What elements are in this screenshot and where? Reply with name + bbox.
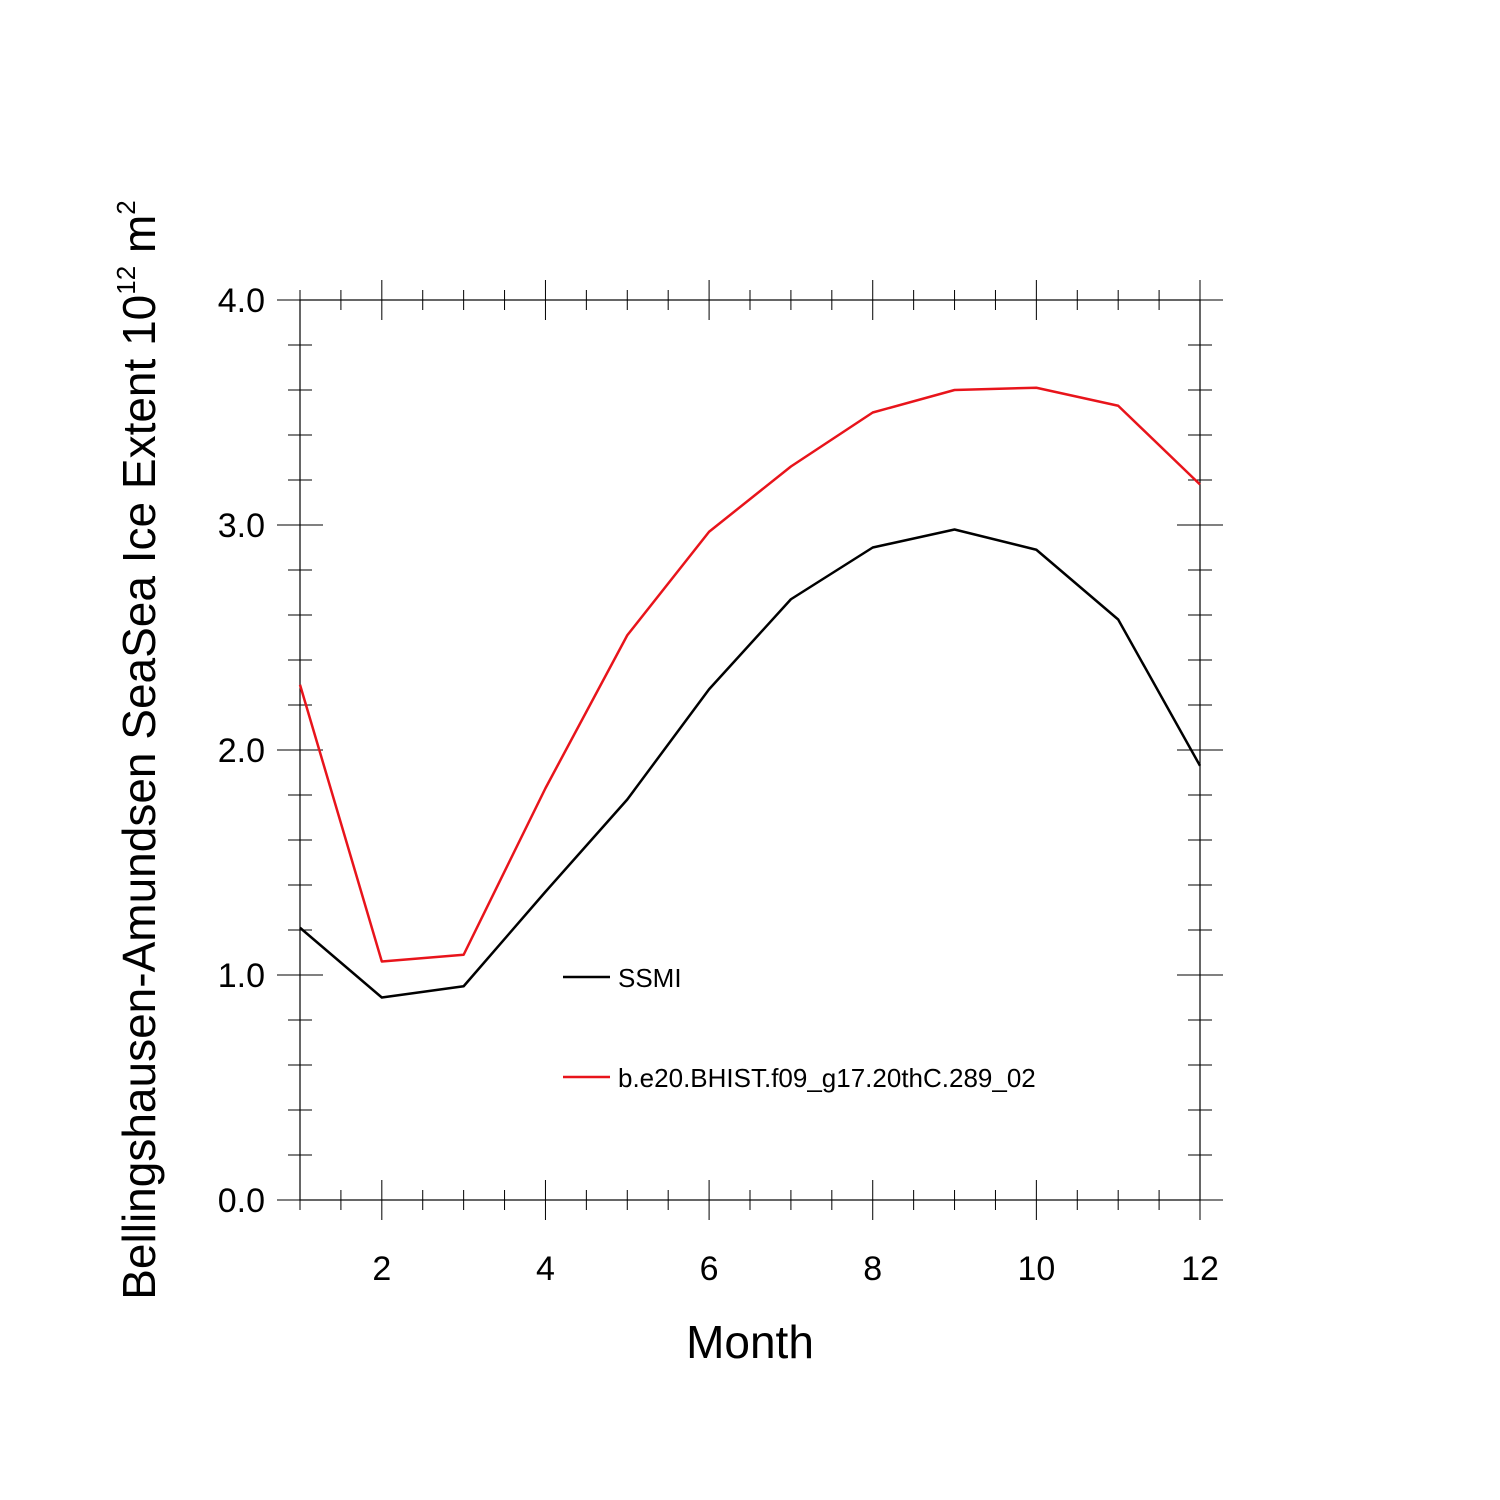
y-tick-label: 2.0: [218, 732, 265, 770]
x-tick-label: 6: [700, 1250, 719, 1288]
y-axis-title-unit: m: [113, 215, 165, 266]
axis-tick-labels: 2 4 6 8 10 12 0.0 1.0 2.0 3.0 4.0: [218, 282, 1219, 1288]
x-tick-label: 10: [1017, 1250, 1055, 1288]
x-tick-label: 8: [863, 1250, 882, 1288]
series-lines: [298, 386, 1202, 999]
x-axis-title: Month: [686, 1316, 814, 1368]
x-tick-label: 4: [536, 1250, 555, 1288]
series-line-ssmi: [299, 528, 1202, 999]
y-tick-label: 4.0: [218, 282, 265, 320]
series-line-model: [298, 386, 1201, 963]
x-tick-label: 2: [372, 1250, 391, 1288]
axis-ticks: [277, 280, 1223, 1220]
x-tick-label: 12: [1181, 1250, 1219, 1288]
y-axis-title-unit-exponent: 2: [111, 200, 141, 214]
y-axis-title: Bellingshausen-Amundsen SeaSea Ice Exten…: [111, 200, 165, 1300]
y-axis-title-main: Bellingshausen-Amundsen SeaSea Ice Exten…: [113, 295, 165, 1300]
legend: SSMI b.e20.BHIST.f09_g17.20thC.289_02: [563, 963, 1036, 1093]
y-tick-label: 3.0: [218, 507, 265, 545]
legend-label-model: b.e20.BHIST.f09_g17.20thC.289_02: [618, 1063, 1036, 1093]
y-tick-label: 1.0: [218, 957, 265, 995]
legend-label-ssmi: SSMI: [618, 963, 682, 993]
y-axis-title-exponent: 12: [111, 266, 141, 295]
y-tick-label: 0.0: [218, 1182, 265, 1220]
